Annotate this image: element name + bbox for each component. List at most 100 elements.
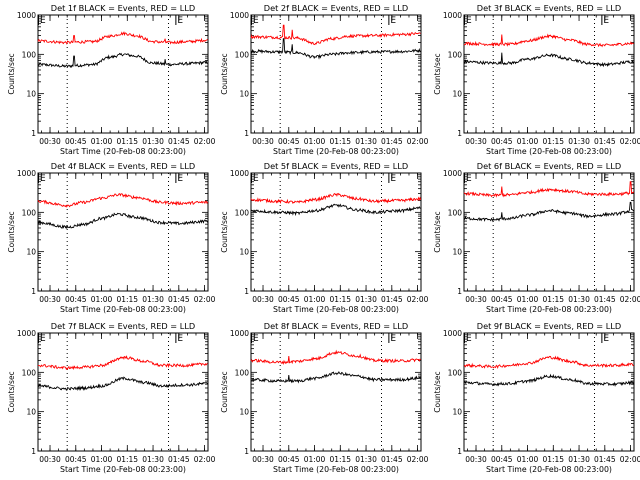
x-tick-label: 01:00: [91, 295, 113, 304]
events-series-line: [37, 52, 208, 69]
marker-label: E: [390, 334, 396, 344]
y-tick-label: 10: [239, 248, 249, 257]
y-axis-label: Counts/sec: [7, 53, 16, 94]
y-tick-label: 1000: [17, 329, 36, 338]
y-tick-label: 100: [235, 208, 250, 217]
events-series-line: [37, 376, 209, 391]
y-tick-label: 100: [448, 50, 463, 59]
x-tick-label: 02:00: [194, 137, 216, 146]
lld-series-line: [250, 192, 422, 205]
y-tick-label: 1: [31, 287, 36, 296]
plot-frame: [37, 332, 209, 452]
chart-panel-5: Det 5f BLACK = Events, RED = LLD 1 10 100 10…: [220, 161, 429, 314]
chart-panel-8: Det 8f BLACK = Events, RED = LLD 1 10 100 10…: [220, 321, 429, 474]
x-tick-label: 01:15: [329, 455, 351, 464]
x-tick-label: 01:30: [142, 137, 164, 146]
x-tick-label: 01:00: [91, 137, 113, 146]
y-tick-label: 100: [448, 368, 463, 377]
marker-label: E: [466, 174, 472, 184]
x-tick-label: 00:45: [491, 455, 513, 464]
x-tick-label: 02:00: [194, 455, 216, 464]
lld-series-line: [250, 349, 421, 365]
x-tick-label: 00:45: [65, 295, 87, 304]
y-tick-label: 100: [22, 208, 37, 217]
x-tick-label: 00:45: [65, 455, 87, 464]
chart-panel-9: Det 9f BLACK = Events, RED = LLD 1 10 100 10…: [433, 321, 640, 474]
lld-series-line: [463, 181, 635, 198]
marker-label: E: [177, 334, 183, 344]
marker-label: E: [177, 174, 183, 184]
y-tick-label: 1: [31, 447, 36, 456]
x-tick-label: 00:30: [465, 137, 487, 146]
marker-label: E: [390, 174, 396, 184]
x-tick-label: 02:00: [620, 137, 640, 146]
lld-series-line: [463, 355, 634, 370]
plot-frame: [37, 172, 209, 292]
chart-panel-2: Det 2f BLACK = Events, RED = LLD 1 10 100 10…: [220, 3, 429, 156]
x-tick-label: 01:45: [594, 455, 616, 464]
plot-frame: [37, 14, 209, 134]
y-tick-label: 1: [244, 129, 249, 138]
chart-title: Det 7f BLACK = Events, RED = LLD: [51, 321, 195, 331]
lld-series-line: [250, 24, 421, 46]
chart-panel-6: Det 6f BLACK = Events, RED = LLD 1 10 100 10…: [433, 161, 640, 314]
x-tick-label: 00:30: [39, 455, 61, 464]
y-tick-label: 1: [244, 447, 249, 456]
x-tick-label: 01:30: [568, 455, 590, 464]
chart-title: Det 6f BLACK = Events, RED = LLD: [477, 161, 621, 171]
marker-label: E: [40, 174, 46, 184]
x-tick-label: 00:45: [491, 295, 513, 304]
y-tick-label: 1000: [17, 11, 36, 20]
plot-frame: [463, 172, 635, 292]
y-tick-label: 1000: [230, 11, 249, 20]
lld-series-line: [463, 33, 634, 48]
chart-panel-4: Det 4f BLACK = Events, RED = LLD 1 10 100 10…: [7, 161, 216, 314]
x-tick-label: 00:30: [465, 295, 487, 304]
marker-label: E: [603, 334, 609, 344]
y-tick-label: 100: [448, 208, 463, 217]
x-tick-label: 01:00: [517, 455, 539, 464]
x-tick-label: 02:00: [620, 455, 640, 464]
x-tick-label: 01:30: [142, 455, 164, 464]
y-tick-label: 1000: [443, 329, 462, 338]
y-tick-label: 1: [244, 287, 249, 296]
y-axis-label: Counts/sec: [220, 211, 229, 252]
plot-frame: [250, 14, 422, 134]
x-tick-label: 00:30: [252, 455, 274, 464]
x-tick-label: 01:15: [116, 137, 138, 146]
plot-frame: [463, 14, 635, 134]
marker-label: E: [253, 16, 259, 26]
x-tick-label: 00:45: [278, 455, 300, 464]
events-series-line: [250, 203, 421, 217]
marker-label: E: [603, 16, 609, 26]
x-tick-label: 00:45: [278, 295, 300, 304]
chart-title: Det 9f BLACK = Events, RED = LLD: [477, 321, 621, 331]
y-axis-label: Counts/sec: [220, 53, 229, 94]
y-axis-label: Counts/sec: [433, 211, 442, 252]
x-tick-label: 02:00: [407, 137, 429, 146]
y-tick-label: 1000: [230, 169, 249, 178]
y-tick-label: 100: [22, 50, 37, 59]
chart-title: Det 2f BLACK = Events, RED = LLD: [264, 3, 408, 13]
x-tick-label: 00:45: [65, 137, 87, 146]
x-tick-label: 02:00: [194, 295, 216, 304]
y-tick-label: 100: [22, 368, 37, 377]
x-tick-label: 02:00: [407, 295, 429, 304]
x-axis-label: Start Time (20-Feb-08 00:23:00): [486, 465, 612, 474]
y-tick-label: 100: [235, 50, 250, 59]
y-tick-label: 1000: [443, 169, 462, 178]
marker-label: E: [466, 16, 472, 26]
marker-label: E: [40, 334, 46, 344]
x-tick-label: 01:15: [329, 137, 351, 146]
x-tick-label: 01:30: [568, 137, 590, 146]
lld-series-line: [37, 31, 208, 45]
marker-label: E: [466, 334, 472, 344]
x-axis-label: Start Time (20-Feb-08 00:23:00): [273, 465, 399, 474]
chart-panel-1: Det 1f BLACK = Events, RED = LLD 1 10 100 10…: [7, 3, 216, 156]
events-series-line: [463, 373, 635, 387]
chart-panel-3: Det 3f BLACK = Events, RED = LLD 1 10 100 10…: [433, 3, 640, 156]
y-tick-label: 1: [457, 287, 462, 296]
x-tick-label: 00:30: [252, 295, 274, 304]
x-tick-label: 01:00: [517, 137, 539, 146]
